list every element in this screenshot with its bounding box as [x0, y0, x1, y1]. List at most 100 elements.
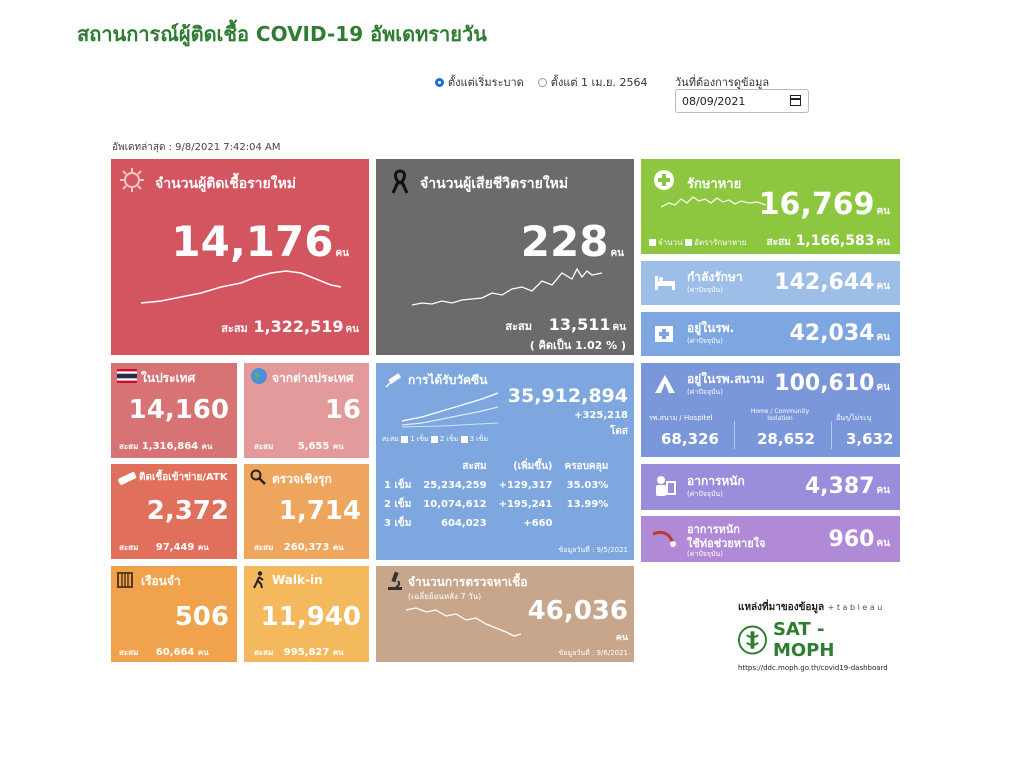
- table-row: 2 เข็ม 10,074,612 +195,241 13.99%: [384, 499, 609, 510]
- proactive-label: ตรวจเชิงรุก: [272, 472, 332, 486]
- domestic-cumulative: 1,316,864: [141, 441, 199, 452]
- new-cases-trend-chart: [141, 270, 341, 304]
- walkin-value: 11,940: [260, 602, 361, 632]
- syringe-icon: [385, 373, 402, 388]
- severe-value: 4,387: [804, 474, 875, 499]
- severe-label: อาการหนัก: [687, 474, 745, 488]
- vaccine-card: การได้รับวัคซีน 35,912,894 +325,218 โดส …: [376, 363, 634, 560]
- walkin-card: Walk-in 11,940 สะสม 995,827 คน: [244, 566, 369, 662]
- tests-value: 46,036: [527, 596, 628, 626]
- atk-value: 2,372: [146, 496, 229, 526]
- atk-label: ติดเชื้อเข้าข่าย/ATK: [139, 472, 228, 483]
- new-cases-card: จำนวนผู้ติดเชื้อรายใหม่ 14,176 คน สะสม 1,…: [111, 159, 369, 355]
- table-row: 1 เข็ม 25,234,259 +129,317 35.03%: [384, 480, 609, 491]
- in-treatment-label: กำลังรักษา: [687, 270, 743, 284]
- microscope-icon: [388, 571, 402, 590]
- source-url[interactable]: https://ddc.moph.go.th/covid19-dashboard: [738, 664, 888, 672]
- globe-icon: [251, 368, 267, 384]
- domestic-label: ในประเทศ: [141, 371, 196, 385]
- source-area: แหล่งที่มาของข้อมูล + t a b l e a u SAT …: [738, 600, 888, 672]
- tests-label: จำนวนการตรวจหาเชื้อ: [408, 575, 528, 589]
- virus-icon: [120, 168, 144, 192]
- other-value: 3,632: [846, 430, 894, 448]
- ribbon-icon: [391, 169, 409, 194]
- prison-card: เรือนจำ 506 สะสม 60,664 คน: [111, 566, 237, 662]
- patient-icon: [656, 476, 676, 496]
- hospitel-value: 68,326: [661, 430, 719, 448]
- walking-person-icon: [253, 571, 264, 589]
- date-label: วันที่ต้องการดูข้อมูล: [675, 76, 770, 89]
- vaccine-trend-chart: [402, 392, 498, 428]
- vaccine-table: สะสม (เพิ่มขึ้น) ครอบคลุม 1 เข็ม 25,234,…: [384, 457, 614, 533]
- severe-card: อาการหนัก (ค่าปัจจุบัน) 4,387 คน: [641, 464, 900, 510]
- domestic-card: ในประเทศ 14,160 สะสม 1,316,864 คน: [111, 363, 237, 458]
- atk-card: ติดเชื้อเข้าข่าย/ATK 2,372 สะสม 97,449 ค…: [111, 464, 237, 559]
- in-treatment-value: 142,644: [774, 270, 875, 295]
- prison-bars-icon: [117, 572, 133, 588]
- in-treatment-card: กำลังรักษา (ค่าปัจจุบัน) 142,644 คน: [641, 261, 900, 305]
- date-input[interactable]: 08/09/2021: [675, 89, 809, 113]
- vaccine-data-date: ข้อมูลวันที่ : 9/5/2021: [558, 546, 628, 554]
- recovered-label: รักษาหาย: [687, 177, 742, 192]
- test-kit-icon: [118, 472, 137, 485]
- radio-empty-icon: [537, 77, 547, 87]
- prison-cumulative: 60,664: [155, 647, 195, 658]
- tests-trend-chart: [406, 607, 521, 637]
- atk-cumulative: 97,449: [155, 542, 195, 553]
- period-filter: ตั้งแต่เริ่มระบาด ตั้งแต่ 1 เม.ย. 2564: [435, 73, 647, 91]
- vaccine-total: 35,912,894: [507, 385, 628, 407]
- deaths-value: 228: [520, 217, 609, 266]
- radio-from-start[interactable]: ตั้งแต่เริ่มระบาด: [435, 73, 524, 91]
- vaccine-increase: +325,218: [574, 410, 628, 421]
- radio-selected-icon: [435, 77, 444, 87]
- moph-org-name: SAT - MOPH: [772, 619, 835, 661]
- moph-logo-icon: [738, 625, 767, 655]
- deaths-percent: ( คิดเป็น 1.02 % ): [529, 339, 626, 352]
- tests-card: จำนวนการตรวจหาเชื้อ (เฉลี่ยย้อนหลัง 7 วั…: [376, 566, 634, 662]
- deaths-card: จำนวนผู้เสียชีวิตรายใหม่ 228 คน สะสม 13,5…: [376, 159, 634, 355]
- prison-value: 506: [174, 602, 229, 632]
- field-hospital-card: อยู่ในรพ.สนาม (ค่าปัจจุบัน) 100,610 คน รพ…: [641, 363, 900, 457]
- page-title: สถานการณ์ผู้ติดเชื้อ COVID-19 อัพเดทรายว…: [77, 22, 487, 46]
- new-cases-value: 14,176: [171, 217, 334, 266]
- in-hospital-value: 42,034: [789, 321, 875, 346]
- proactive-value: 1,714: [278, 496, 361, 526]
- ventilator-label: อาการหนัก: [687, 523, 740, 536]
- tableau-logo: + t a b l e a u: [827, 603, 883, 612]
- table-row: 3 เข็ม 604,023 +660: [384, 518, 553, 529]
- radio-from-april[interactable]: ตั้งแต่ 1 เม.ย. 2564: [537, 73, 647, 91]
- walkin-cumulative: 995,827: [283, 647, 330, 658]
- source-label: แหล่งที่มาของข้อมูล: [738, 602, 825, 613]
- calendar-icon[interactable]: [790, 95, 801, 106]
- ventilator-value: 960: [828, 527, 875, 552]
- abroad-cumulative: 5,655: [297, 441, 330, 452]
- proactive-cumulative: 260,373: [283, 542, 330, 553]
- proactive-card: ตรวจเชิงรุก 1,714 สะสม 260,373 คน: [244, 464, 369, 559]
- last-updated: อัพเดทล่าสุด : 9/8/2021 7:42:04 AM: [112, 142, 281, 153]
- domestic-value: 14,160: [128, 395, 229, 425]
- medical-cross-icon: [654, 170, 674, 190]
- field-hospital-value: 100,610: [774, 371, 875, 396]
- prison-label: เรือนจำ: [141, 574, 181, 588]
- abroad-value: 16: [324, 395, 361, 425]
- recovered-card: รักษาหาย 16,769 คน จำนวน อัตรารักษาหาย สะ…: [641, 159, 900, 254]
- field-hospital-label: อยู่ในรพ.สนาม: [687, 372, 765, 386]
- new-cases-label: จำนวนผู้ติดเชื้อรายใหม่: [155, 176, 297, 192]
- abroad-card: จากต่างประเทศ 16 สะสม 5,655 คน: [244, 363, 369, 458]
- walkin-label: Walk-in: [272, 573, 323, 587]
- vaccine-legend: สะสม 1 เข็ม 2 เข็ม 3 เข็ม: [382, 435, 489, 443]
- home-isolation-value: 28,652: [757, 430, 815, 448]
- ventilator-icon: [652, 530, 676, 547]
- recovered-cumulative: 1,166,583: [795, 233, 875, 249]
- in-hospital-label: อยู่ในรพ.: [687, 321, 735, 335]
- recovered-trend-chart: [661, 196, 766, 208]
- tests-data-date: ข้อมูลวันที่ : 9/6/2021: [558, 649, 628, 657]
- abroad-label: จากต่างประเทศ: [272, 371, 354, 385]
- tent-icon: [655, 375, 675, 393]
- ventilator-card: อาการหนัก ใช้ท่อช่วยหายใจ (ค่าปัจจุบัน) …: [641, 516, 900, 562]
- vaccine-label: การได้รับวัคซีน: [408, 373, 488, 387]
- recovered-value: 16,769: [758, 187, 875, 222]
- hospital-bed-icon: [655, 276, 675, 290]
- hospital-icon: [655, 326, 673, 342]
- new-cases-cumulative: 1,322,519: [253, 317, 344, 336]
